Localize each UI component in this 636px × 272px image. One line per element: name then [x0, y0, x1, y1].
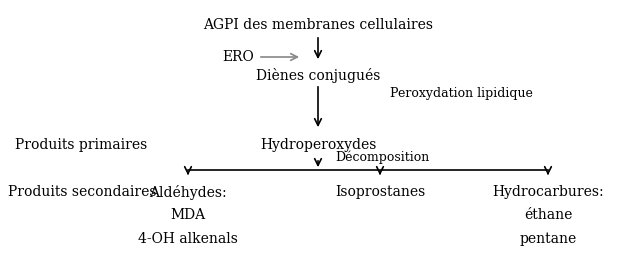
Text: Diènes conjugués: Diènes conjugués — [256, 68, 380, 83]
Text: 4-OH alkenals: 4-OH alkenals — [138, 232, 238, 246]
Text: ERO: ERO — [222, 50, 254, 64]
Text: Isoprostanes: Isoprostanes — [335, 185, 425, 199]
Text: Hydrocarbures:: Hydrocarbures: — [492, 185, 604, 199]
Text: Peroxydation lipidique: Peroxydation lipidique — [390, 86, 533, 100]
Text: AGPI des membranes cellulaires: AGPI des membranes cellulaires — [203, 18, 433, 32]
Text: Produits secondaires: Produits secondaires — [8, 185, 156, 199]
Text: Hydroperoxydes: Hydroperoxydes — [260, 138, 376, 152]
Text: Produits primaires: Produits primaires — [15, 138, 148, 152]
Text: éthane: éthane — [524, 208, 572, 222]
Text: pentane: pentane — [520, 232, 577, 246]
Text: Aldéhydes:: Aldéhydes: — [149, 185, 227, 200]
Text: MDA: MDA — [170, 208, 205, 222]
Text: Décomposition: Décomposition — [335, 150, 429, 164]
